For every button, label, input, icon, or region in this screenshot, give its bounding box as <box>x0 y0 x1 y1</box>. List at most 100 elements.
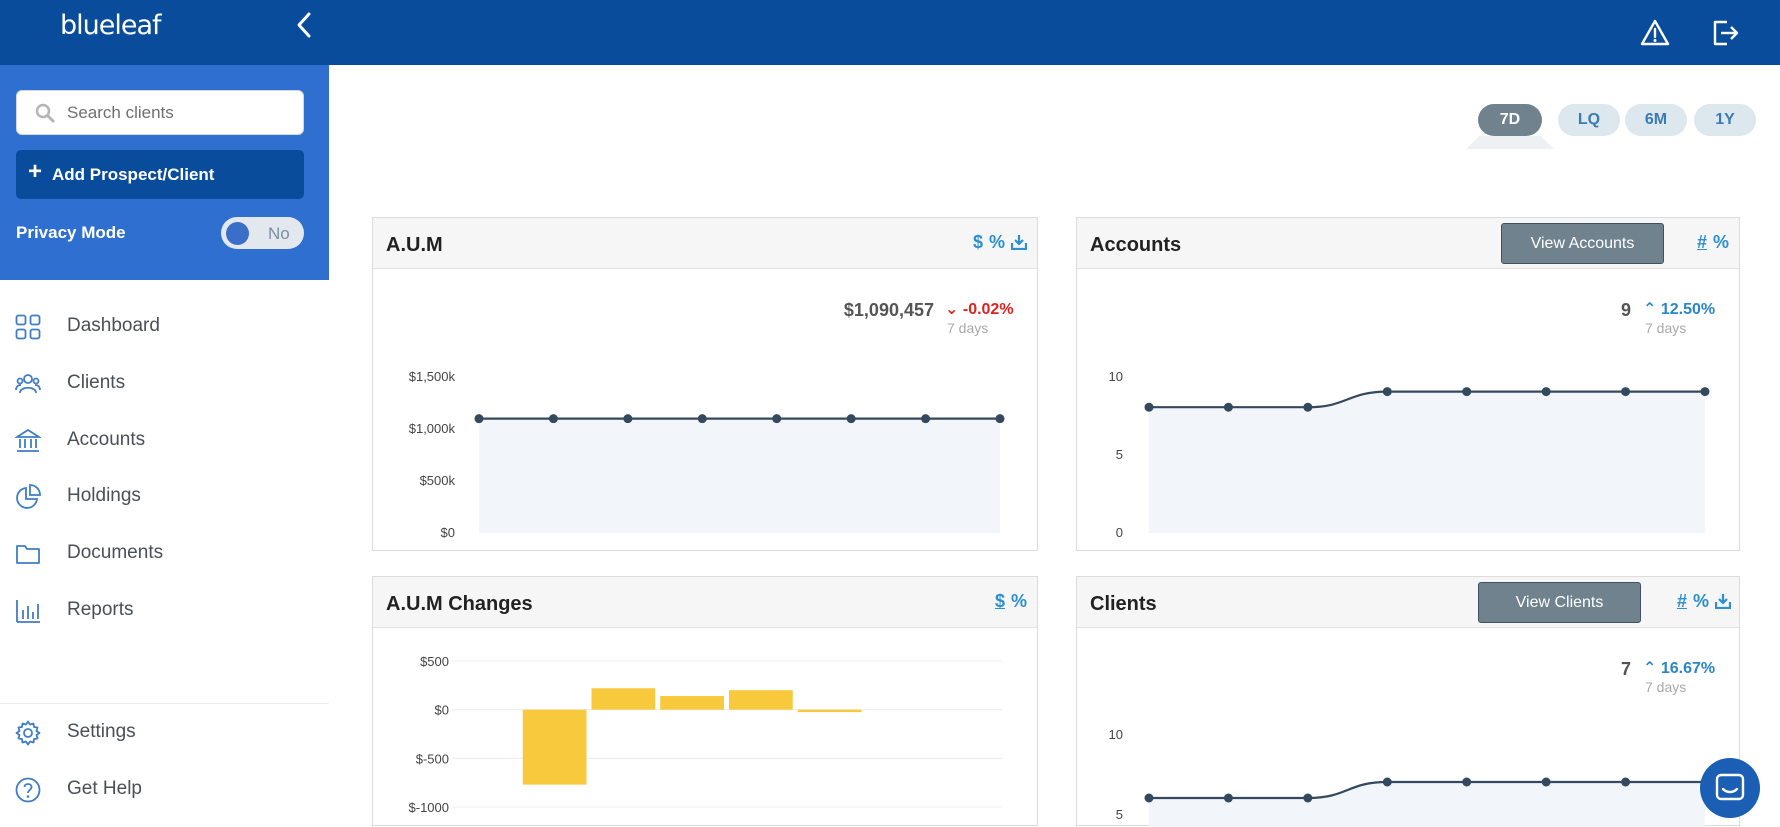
accounts-period: 7 days <box>1645 320 1687 336</box>
clients-value: 7 <box>1620 659 1631 679</box>
percent-toggle[interactable]: % <box>1692 591 1709 611</box>
range-lq-button[interactable]: LQ <box>1558 104 1620 136</box>
data-point <box>474 414 484 424</box>
chevron-down-icon: ⌄ <box>945 301 959 318</box>
blueleaf-logo[interactable]: blueleaf <box>60 10 162 41</box>
search-input[interactable] <box>67 91 297 134</box>
series-area <box>479 418 1000 533</box>
bar <box>591 688 656 710</box>
nav-label: Settings <box>67 721 136 742</box>
range-7d-button[interactable]: 7D <box>1478 104 1542 136</box>
dollar-toggle[interactable]: $ <box>994 591 1005 611</box>
nav-item-get-help[interactable]: Get Help <box>0 765 329 813</box>
bar <box>797 709 862 713</box>
nav-item-accounts[interactable]: Accounts <box>0 416 329 464</box>
card-title: Accounts <box>1090 234 1182 256</box>
chat-icon <box>1715 773 1745 801</box>
data-point <box>1621 777 1631 787</box>
data-point <box>772 414 782 424</box>
card-title: Clients <box>1090 593 1157 615</box>
sidebar-divider <box>0 703 329 704</box>
data-point <box>921 414 931 424</box>
toggle-knob <box>226 222 249 245</box>
nav-item-holdings[interactable]: Holdings <box>0 472 329 520</box>
accounts-change: ⌃ 12.50% <box>1643 299 1715 319</box>
download-icon[interactable] <box>1714 591 1732 611</box>
collapse-sidebar-icon[interactable] <box>292 10 316 40</box>
nav-item-documents[interactable]: Documents <box>0 529 329 577</box>
range-1y-button[interactable]: 1Y <box>1694 104 1756 136</box>
clients-tools: #% <box>1671 591 1732 612</box>
y-tick-label: 0 <box>1116 525 1123 540</box>
range-6m-button[interactable]: 6M <box>1625 104 1687 136</box>
y-tick-label: 5 <box>1116 447 1123 462</box>
nav-item-settings[interactable]: Settings <box>0 708 329 756</box>
y-tick-label: 10 <box>1109 369 1123 384</box>
data-point <box>1541 387 1551 397</box>
view-accounts-button[interactable]: View Accounts <box>1501 223 1664 264</box>
data-point <box>1382 387 1392 397</box>
aum-chart: $1,500k $1,000k $500k $0 <box>409 369 1005 540</box>
card-header: Accounts View Accounts #% <box>1077 218 1739 269</box>
plus-icon: + <box>28 158 43 185</box>
grid-icon <box>15 314 41 340</box>
data-point <box>697 414 707 424</box>
nav-item-reports[interactable]: Reports <box>0 586 329 634</box>
percent-toggle[interactable]: % <box>1712 232 1729 252</box>
nav-item-dashboard[interactable]: Dashboard <box>0 302 329 350</box>
range-pointer <box>1466 136 1554 149</box>
aum-changes-card: A.U.M Changes $% $500 $0 $-500 $-1000 <box>372 576 1038 826</box>
percent-toggle[interactable]: % <box>1010 591 1027 611</box>
accounts-value: 9 <box>1620 300 1631 320</box>
data-point <box>623 414 633 424</box>
privacy-mode-label: Privacy Mode <box>16 223 126 242</box>
sidebar-header: + Add Prospect/Client Privacy Mode No <box>0 65 329 280</box>
nav-label: Clients <box>67 372 126 393</box>
download-icon[interactable] <box>1010 232 1028 252</box>
series-area <box>1149 391 1705 533</box>
nav-label: Get Help <box>67 778 142 799</box>
series-area <box>1149 782 1705 827</box>
add-prospect-client-button[interactable]: + Add Prospect/Client <box>16 150 304 199</box>
nav-label: Dashboard <box>67 315 160 336</box>
aum-change-value: -0.02% <box>962 301 1014 318</box>
percent-toggle[interactable]: % <box>988 232 1005 252</box>
aum-changes-chart: $500 $0 $-500 $-1000 <box>409 654 1002 815</box>
y-tick-label: 10 <box>1109 727 1123 742</box>
toggle-value: No <box>268 224 290 243</box>
accounts-card: Accounts View Accounts #% 9 ⌃ 12.50% 7 d… <box>1076 217 1740 551</box>
y-tick-label: $0 <box>441 525 455 540</box>
data-point <box>995 414 1005 424</box>
data-point <box>1303 793 1313 803</box>
count-toggle[interactable]: # <box>1696 232 1707 252</box>
nav-item-clients[interactable]: Clients <box>0 359 329 407</box>
nav-label: Reports <box>67 599 134 620</box>
count-toggle[interactable]: # <box>1676 591 1687 611</box>
data-point <box>1382 777 1392 787</box>
data-point <box>548 414 558 424</box>
search-icon <box>35 103 55 123</box>
aum-card: A.U.M $% $1,090,457 ⌄ -0.02% 7 days $1,5… <box>372 217 1038 551</box>
y-tick-label: $0 <box>435 703 449 718</box>
chat-launcher-button[interactable] <box>1700 758 1760 818</box>
clients-card: Clients View Clients #% 7 ⌃ 16.67% 7 day… <box>1076 576 1740 827</box>
data-point <box>1144 793 1154 803</box>
clients-period: 7 days <box>1645 679 1687 695</box>
logout-icon[interactable] <box>1710 18 1740 48</box>
bar-chart-icon <box>16 600 40 623</box>
data-point <box>1462 777 1472 787</box>
folder-icon <box>16 545 40 564</box>
aum-value: $1,090,457 <box>843 300 934 320</box>
pie-chart-icon <box>16 484 41 509</box>
y-tick-label: $-1000 <box>409 800 449 815</box>
alert-icon[interactable] <box>1640 18 1670 48</box>
data-point <box>1541 777 1551 787</box>
card-header: A.U.M Changes $% <box>373 577 1037 628</box>
view-clients-button[interactable]: View Clients <box>1478 582 1641 623</box>
clients-chart: 10 5 <box>1109 727 1710 827</box>
series-line <box>1148 780 1705 800</box>
dollar-toggle[interactable]: $ <box>972 232 983 252</box>
y-tick-label: 5 <box>1116 807 1123 822</box>
privacy-mode-toggle[interactable]: No <box>221 217 304 249</box>
data-point <box>1700 387 1710 397</box>
